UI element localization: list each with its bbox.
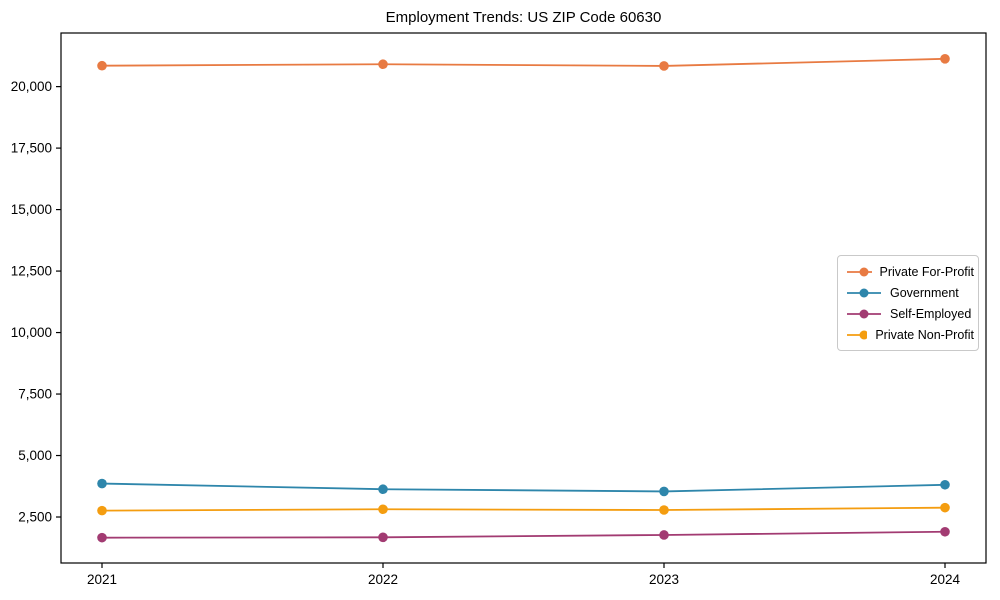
legend-item-self-employed: Self-Employed: [846, 303, 974, 324]
data-point-government-2021: [97, 478, 107, 489]
series-line-government: [101, 482, 946, 493]
y-tick-label: 17,500: [11, 141, 52, 156]
legend-label: Private Non-Profit: [875, 327, 974, 342]
series-line-private-for-profit: [101, 57, 946, 67]
axes-spines: [60, 32, 987, 564]
series-line-private-non-profit: [101, 506, 946, 512]
data-point-self-employed-2024: [940, 526, 950, 537]
data-point-private-for-profit-2021: [97, 60, 107, 71]
data-point-government-2022: [378, 484, 388, 495]
data-point-self-employed-2021: [97, 532, 107, 543]
chart-title: Employment Trends: US ZIP Code 60630: [385, 9, 662, 26]
x-tick-label: 2022: [368, 572, 398, 587]
y-tick-label: 5,000: [18, 448, 52, 463]
y-tick-label: 7,500: [18, 387, 52, 402]
legend-label: Self-Employed: [890, 306, 972, 321]
data-point-private-non-profit-2023: [659, 505, 669, 515]
data-point-government-2024: [940, 479, 950, 490]
data-point-self-employed-2023: [659, 530, 669, 540]
legend-dot-icon: [859, 288, 869, 297]
legend-marker-self-employed: [847, 309, 881, 318]
y-tick-label: 2,500: [18, 510, 52, 525]
data-point-self-employed-2022: [378, 532, 388, 543]
legend-label: Government: [890, 285, 959, 300]
y-tick-label: 20,000: [11, 79, 52, 94]
data-point-government-2023: [659, 486, 669, 497]
data-point-private-non-profit-2024: [940, 502, 950, 513]
data-point-private-for-profit-2022: [378, 59, 388, 70]
x-tick-label: 2023: [649, 572, 679, 587]
legend-item-private-for-profit: Private For-Profit: [846, 261, 974, 282]
legend: Private For-Profit Government Self-Employe…: [837, 255, 979, 351]
legend-marker-private-for-profit: [847, 267, 872, 276]
legend-item-government: Government: [846, 282, 974, 303]
data-point-private-for-profit-2024: [940, 54, 950, 64]
x-tick-label: 2021: [87, 572, 117, 587]
legend-dot-icon: [859, 330, 868, 339]
x-tick-label: 2024: [930, 572, 961, 587]
legend-label: Private For-Profit: [879, 264, 974, 279]
legend-dot-icon: [859, 267, 869, 276]
y-tick-label: 15,000: [11, 202, 52, 217]
legend-dot-icon: [859, 309, 869, 318]
data-point-private-non-profit-2021: [97, 505, 107, 516]
legend-item-private-non-profit: Private Non-Profit: [846, 324, 974, 345]
y-tick-label: 12,500: [11, 264, 52, 279]
data-point-private-non-profit-2022: [378, 504, 388, 515]
legend-marker-government: [847, 288, 881, 297]
series-line-self-employed: [101, 530, 946, 539]
data-point-private-for-profit-2023: [659, 61, 669, 71]
y-tick-label: 10,000: [11, 325, 52, 340]
legend-marker-private-non-profit: [847, 330, 868, 339]
